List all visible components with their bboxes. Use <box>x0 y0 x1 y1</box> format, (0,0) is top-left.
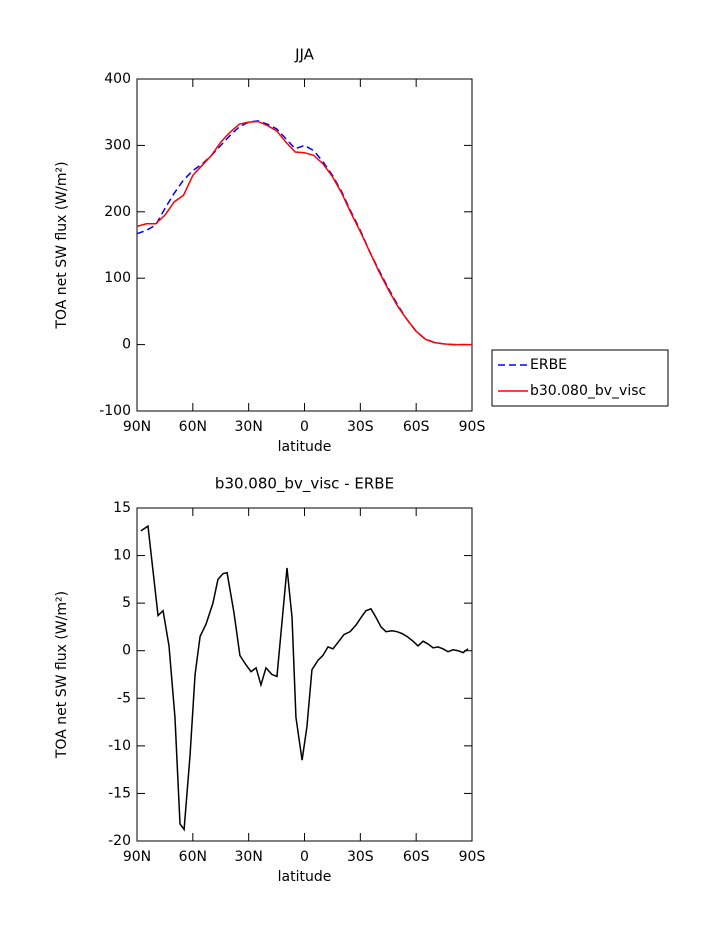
x-tick-label: 60N <box>179 419 207 435</box>
x-axis-label: latitude <box>278 869 332 885</box>
chart-title: b30.080_bv_visc - ERBE <box>215 475 394 494</box>
data-line <box>136 120 472 346</box>
y-tick-label: 5 <box>122 595 131 611</box>
x-tick-label: 90S <box>459 419 486 435</box>
legend-label: b30.080_bv_visc <box>530 383 646 399</box>
y-tick-label: -10 <box>108 738 131 754</box>
data-line <box>136 120 472 346</box>
plot-frame <box>136 507 473 842</box>
y-tick-label: 400 <box>104 71 131 87</box>
x-tick-label: 0 <box>300 419 309 435</box>
x-tick-label: 30S <box>347 849 374 865</box>
chart-title: JJA <box>294 46 315 64</box>
x-tick-label: 90S <box>459 849 486 865</box>
x-tick-label: 30N <box>235 849 263 865</box>
x-tick-label: 0 <box>300 849 309 865</box>
x-tick-label: 60N <box>179 849 207 865</box>
data-line <box>140 524 469 832</box>
x-tick-label: 30N <box>235 419 263 435</box>
y-axis-label: TOA net SW flux (W/m²) <box>54 591 70 759</box>
y-tick-label: 10 <box>113 548 131 564</box>
x-tick-label: 30S <box>347 419 374 435</box>
y-tick-label: -20 <box>108 833 131 849</box>
plot-frame <box>136 78 473 412</box>
y-tick-label: -5 <box>117 690 131 706</box>
legend-box <box>491 349 669 407</box>
y-tick-label: 0 <box>122 643 131 659</box>
y-tick-label: -100 <box>99 403 131 419</box>
y-tick-label: 200 <box>104 204 131 220</box>
y-tick-label: 300 <box>104 137 131 153</box>
x-tick-label: 60S <box>403 849 430 865</box>
x-axis-label: latitude <box>278 439 332 455</box>
x-tick-label: 90N <box>123 849 151 865</box>
x-tick-label: 90N <box>123 419 151 435</box>
y-tick-label: 100 <box>104 270 131 286</box>
y-tick-label: -15 <box>108 785 131 801</box>
y-axis-label: TOA net SW flux (W/m²) <box>54 161 70 329</box>
y-tick-label: 0 <box>122 337 131 353</box>
y-tick-label: 15 <box>113 500 131 516</box>
legend-label: ERBE <box>530 357 567 373</box>
x-tick-label: 60S <box>403 419 430 435</box>
